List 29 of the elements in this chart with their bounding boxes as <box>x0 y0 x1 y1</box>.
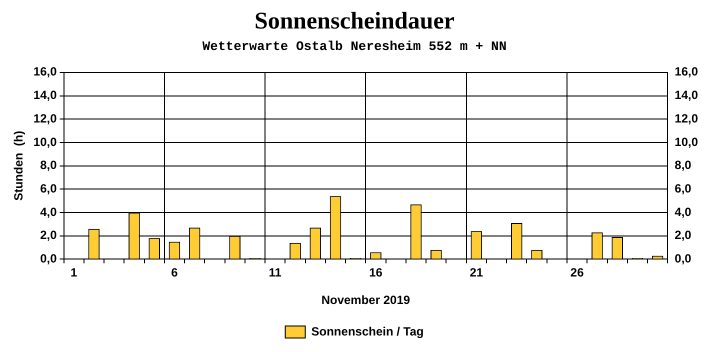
y-tick-label: 4,0 <box>40 204 58 219</box>
legend-label: Sonnenschein / Tag <box>311 324 424 338</box>
y-tick-label: 12,0 <box>33 111 58 126</box>
y-tick-label: 10,0 <box>33 134 58 149</box>
x-tick-label: 6 <box>171 266 178 280</box>
y-tick-label: 6,0 <box>40 181 58 196</box>
x-tick-label: 21 <box>470 266 484 280</box>
x-tick-label: 1 <box>70 266 78 280</box>
y-axis-title: Stunden (h) <box>12 130 26 201</box>
chart-subtitle: Wetterwarte Ostalb Neresheim 552 m + NN <box>202 38 507 54</box>
y-tick-label: 2,0 <box>40 228 58 242</box>
y2-tick-label: 12,0 <box>674 111 698 126</box>
x-tick-label: 16 <box>369 266 383 280</box>
y2-tick-label: 0,0 <box>674 252 692 266</box>
chart-title: Sonnenscheindauer <box>254 8 455 35</box>
y2-tick-label: 2,0 <box>674 228 692 242</box>
y2-tick-label: 10,0 <box>674 134 698 149</box>
y2-tick-label: 6,0 <box>674 181 692 196</box>
x-tick-label: 26 <box>570 266 584 280</box>
y-tick-label: 14,0 <box>33 88 58 102</box>
x-axis-title: November 2019 <box>321 293 410 308</box>
y-tick-label: 8,0 <box>40 158 58 172</box>
y-tick-label: 0,0 <box>40 252 58 266</box>
x-tick-label: 11 <box>268 266 282 280</box>
y2-tick-label: 14,0 <box>674 88 698 102</box>
y2-tick-label: 16,0 <box>674 64 698 79</box>
y2-tick-label: 4,0 <box>674 204 692 219</box>
y2-tick-label: 8,0 <box>674 158 692 172</box>
y-tick-label: 16,0 <box>33 64 58 79</box>
